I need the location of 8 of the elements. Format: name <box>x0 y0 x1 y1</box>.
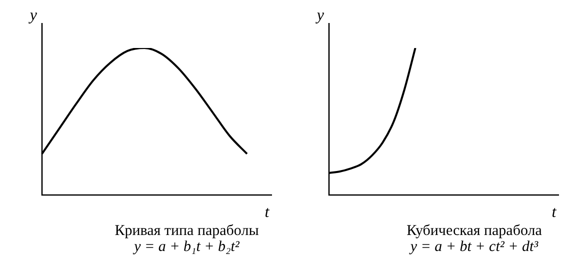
x-axis-title: t <box>264 204 270 221</box>
y-axis-title: y <box>28 7 38 24</box>
y-axis-title: y <box>315 7 326 24</box>
text: y = a + bt + ct² + dt³ <box>410 239 538 255</box>
text: Кубическая парабола <box>406 223 542 239</box>
text: y = a + b₁t + b₂t² <box>134 239 240 255</box>
text: Кривая типа параболы <box>114 223 259 239</box>
x-axis-title: t <box>552 204 558 221</box>
